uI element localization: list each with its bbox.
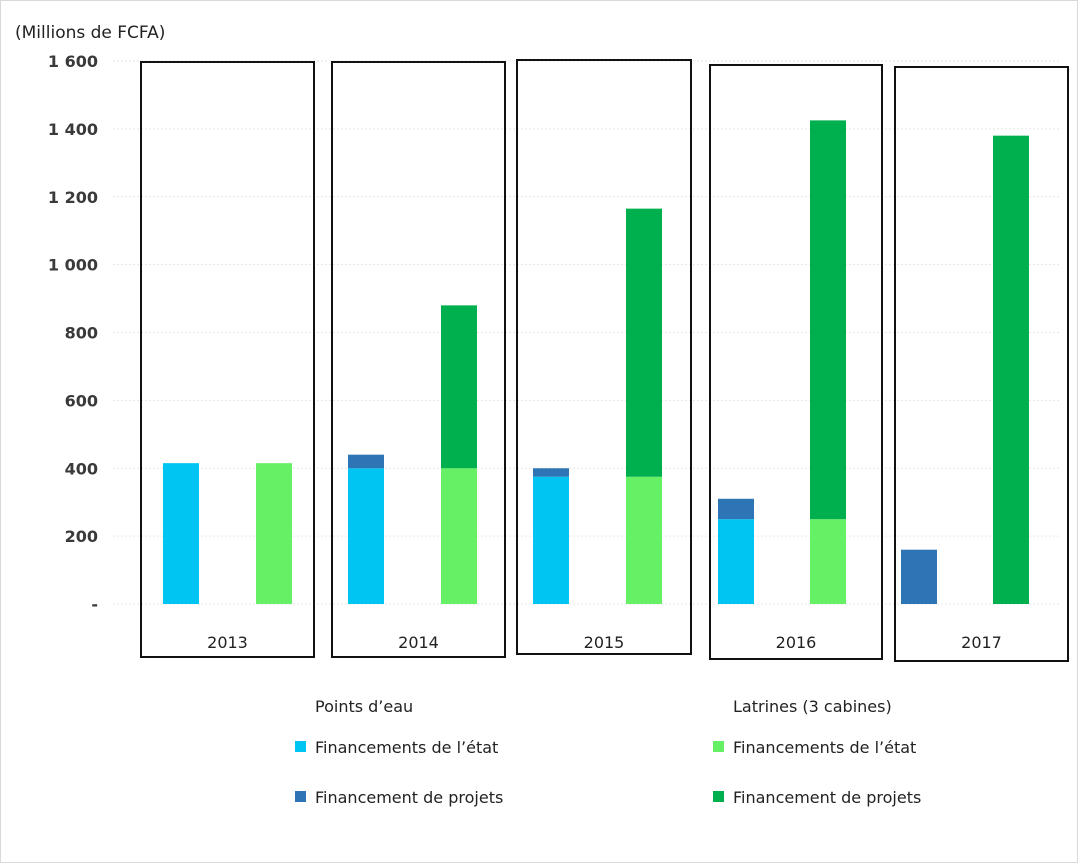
bar-points-eau-projets-2014: [348, 454, 384, 469]
y-tick-label: 600: [65, 391, 98, 410]
year-box-2013: [140, 61, 315, 658]
y-tick-label: 400: [65, 459, 98, 478]
y-tick-label: 200: [65, 527, 98, 546]
year-box-2015: [516, 59, 692, 655]
bars: [163, 120, 1029, 604]
y-tick-label: 800: [65, 324, 98, 343]
legend-entry-label: Financements de l’état: [315, 738, 498, 757]
bar-points-eau-projets-2015: [533, 468, 569, 477]
bar-points-eau-etat-2014: [348, 468, 384, 604]
bar-latrines-etat-2016: [810, 519, 846, 604]
legend-swatch: [295, 791, 306, 802]
year-boxes: [140, 59, 1069, 662]
x-category-label: 2017: [961, 633, 1002, 652]
x-category-label: 2014: [398, 633, 439, 652]
x-category-label: 2016: [776, 633, 817, 652]
legend-swatch: [713, 741, 724, 752]
bar-latrines-projets-2017: [993, 135, 1029, 604]
bar-latrines-projets-2016: [810, 120, 846, 520]
y-tick-label: 1 000: [48, 256, 98, 275]
legend-swatch: [713, 791, 724, 802]
grid-layer: [113, 60, 1059, 605]
legend-entry-label: Financements de l’état: [733, 738, 916, 757]
bar-latrines-projets-2014: [441, 305, 477, 469]
bar-points-eau-etat-2013: [163, 463, 199, 604]
bar-points-eau-etat-2016: [718, 519, 754, 604]
legend: Points d’eau Financements de l’état Financ…: [295, 697, 921, 807]
bar-latrines-projets-2015: [626, 208, 662, 477]
y-axis: (Millions de FCFA) - 200 400 600 800 1 000 1 20…: [15, 23, 1002, 652]
year-box-2016: [709, 64, 883, 660]
legend-entry-label: Financement de projets: [315, 788, 503, 807]
y-tick-label: 1 600: [48, 52, 98, 71]
y-tick-label: -: [91, 595, 98, 614]
legend-entry-label: Financement de projets: [733, 788, 921, 807]
y-tick-label: 1 400: [48, 120, 98, 139]
bar-points-eau-etat-2015: [533, 476, 569, 604]
year-box-2017: [894, 66, 1069, 662]
x-category-label: 2015: [584, 633, 625, 652]
bar-points-eau-projets-2016: [718, 498, 754, 520]
y-tick-label: 1 200: [48, 188, 98, 207]
legend-swatch: [295, 741, 306, 752]
bar-latrines-etat-2015: [626, 476, 662, 604]
bar-points-eau-projets-2017: [901, 549, 937, 604]
y-axis-unit-label: (Millions de FCFA): [15, 23, 165, 43]
year-box-2014: [331, 61, 506, 658]
bar-latrines-etat-2013: [256, 463, 292, 604]
legend-group-title: Points d’eau: [315, 697, 413, 716]
bar-latrines-etat-2014: [441, 468, 477, 604]
x-category-label: 2013: [207, 633, 248, 652]
legend-group-title: Latrines (3 cabines): [733, 697, 892, 716]
